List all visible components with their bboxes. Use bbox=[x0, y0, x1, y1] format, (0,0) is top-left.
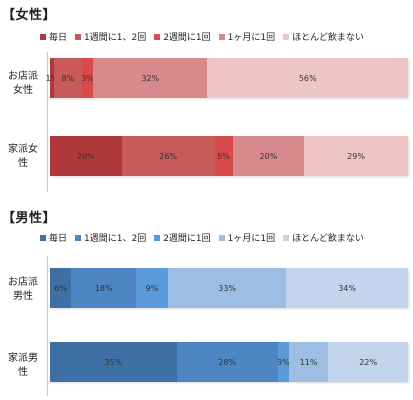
bar-female-store: 1% 8% 3% 32% 56% bbox=[45, 58, 408, 98]
legend-item-0-4: ほとんど飲まない bbox=[283, 30, 364, 43]
legend-label-0-0: 毎日 bbox=[49, 33, 68, 43]
bar-segment-1-1-1: 28% bbox=[176, 342, 278, 382]
legend-swatch-0-2 bbox=[154, 33, 161, 40]
bar-segment-1-0-4: 34% bbox=[286, 268, 408, 308]
legend-swatch-1-0 bbox=[40, 234, 46, 241]
legend-label-1-4: ほとんど飲まない bbox=[292, 234, 364, 244]
bar-segment-1-1-4: 22% bbox=[328, 342, 408, 382]
bar-segment-0-1-3: 20% bbox=[232, 136, 305, 176]
legend-item-0-0: 毎日 bbox=[40, 30, 67, 43]
bar-segment-0-0-1: 8% bbox=[53, 58, 83, 98]
legend-swatch-0-1 bbox=[75, 33, 82, 40]
legend-label-1-3: 1ヶ月に1回 bbox=[227, 234, 276, 244]
data-label-0-0-1: 8% bbox=[61, 73, 75, 83]
chart-title-male: 【男性】 bbox=[2, 211, 57, 226]
bar-male-home: 35% 28% 3% 11% 22% bbox=[50, 342, 408, 382]
legend-label-0-4: ほとんど飲まない bbox=[292, 33, 364, 43]
legend-item-0-3: 1ヶ月に1回 bbox=[218, 30, 276, 43]
legend-swatch-1-3 bbox=[218, 234, 225, 241]
legend-item-0-1: 1週間に1、2回 bbox=[75, 30, 146, 43]
bar-female-home: 20% 26% 5% 20% 29% bbox=[50, 136, 408, 176]
bar-segment-1-0-2: 9% bbox=[135, 268, 169, 308]
legend-label-0-3: 1ヶ月に1回 bbox=[227, 33, 276, 43]
legend-swatch-1-1 bbox=[75, 234, 82, 241]
bar-segment-1-0-0: 6% bbox=[50, 268, 72, 308]
legend-male: 毎日 1週間に1、2回 2週間に1回 1ヶ月に1回 ほとんど飲まない bbox=[40, 231, 364, 244]
data-label-0-1-3: 20% bbox=[259, 151, 278, 161]
data-label-0-0-2: 3% bbox=[81, 73, 94, 83]
data-label-1-0-2: 9% bbox=[145, 283, 159, 293]
legend-label-0-2: 2週間に1回 bbox=[163, 33, 211, 43]
data-label-1-0-1: 18% bbox=[94, 283, 113, 293]
bar-segment-0-1-0: 20% bbox=[50, 136, 122, 176]
bar-male-store: 6% 18% 9% 33% 34% bbox=[50, 268, 408, 308]
axis-line-male bbox=[47, 256, 410, 396]
data-label-0-1-2: 5% bbox=[217, 151, 230, 161]
data-label-0-1-0: 20% bbox=[76, 151, 95, 161]
legend-item-1-3: 1ヶ月に1回 bbox=[218, 231, 276, 244]
bar-segment-1-1-0: 35% bbox=[50, 342, 177, 382]
legend-label-1-1: 1週間に1、2回 bbox=[84, 234, 147, 244]
row-label-male-home: 家派男 性 bbox=[8, 353, 38, 378]
data-label-1-1-1: 28% bbox=[218, 357, 237, 367]
chart-title-female: 【女性】 bbox=[2, 8, 57, 23]
bar-segment-1-0-1: 18% bbox=[71, 268, 136, 308]
bar-segment-1-1-2: 3% bbox=[276, 342, 290, 382]
bar-segment-0-0-3: 32% bbox=[92, 58, 208, 98]
row-label-female-home: 家派女 性 bbox=[8, 144, 38, 169]
data-label-0-0-4: 56% bbox=[298, 73, 317, 83]
row-label-female-store: お店派 女性 bbox=[8, 71, 38, 96]
legend-item-1-4: ほとんど飲まない bbox=[283, 231, 364, 244]
legend-swatch-1-2 bbox=[154, 234, 161, 241]
data-label-0-0-0: 1% bbox=[45, 73, 59, 83]
legend-label-1-0: 毎日 bbox=[49, 234, 68, 244]
data-label-1-0-4: 34% bbox=[338, 283, 356, 293]
data-label-1-0-3: 33% bbox=[218, 283, 237, 293]
bar-segment-1-1-3: 11% bbox=[288, 342, 329, 382]
data-label-0-0-3: 32% bbox=[141, 73, 160, 83]
legend-item-1-1: 1週間に1、2回 bbox=[75, 231, 146, 244]
data-label-1-1-3: 11% bbox=[299, 357, 318, 367]
legend-item-0-2: 2週間に1回 bbox=[154, 30, 211, 43]
data-label-1-1-2: 3% bbox=[276, 357, 290, 367]
legend-swatch-0-3 bbox=[218, 33, 225, 40]
row-label-male-store: お店派 男性 bbox=[8, 277, 38, 302]
bar-segment-0-1-1: 26% bbox=[121, 136, 215, 176]
legend-female: 毎日 1週間に1、2回 2週間に1回 1ヶ月に1回 ほとんど飲まない bbox=[40, 30, 364, 43]
data-label-1-0-0: 6% bbox=[54, 283, 68, 293]
bar-segment-1-0-3: 33% bbox=[168, 268, 287, 308]
bar-segment-0-1-2: 5% bbox=[214, 136, 233, 176]
bar-segment-0-0-0: 1% bbox=[45, 58, 58, 98]
legend-swatch-1-4 bbox=[283, 234, 290, 241]
legend-item-1-2: 2週間に1回 bbox=[154, 231, 211, 244]
legend-label-0-1: 1週間に1、2回 bbox=[84, 33, 147, 43]
data-label-1-1-4: 22% bbox=[359, 357, 378, 367]
legend-swatch-0-4 bbox=[283, 33, 290, 40]
legend-swatch-0-0 bbox=[40, 33, 46, 40]
data-label-1-1-0: 35% bbox=[104, 357, 123, 367]
bar-segment-0-1-4: 29% bbox=[304, 136, 408, 176]
legend-label-1-2: 2週間に1回 bbox=[163, 234, 211, 244]
bar-segment-0-0-2: 3% bbox=[81, 58, 94, 98]
bar-segment-0-0-4: 56% bbox=[207, 58, 408, 98]
data-label-0-1-4: 29% bbox=[347, 151, 365, 161]
axis-line-female bbox=[47, 52, 410, 192]
data-label-0-1-1: 26% bbox=[159, 151, 178, 161]
legend-item-1-0: 毎日 bbox=[40, 231, 67, 244]
